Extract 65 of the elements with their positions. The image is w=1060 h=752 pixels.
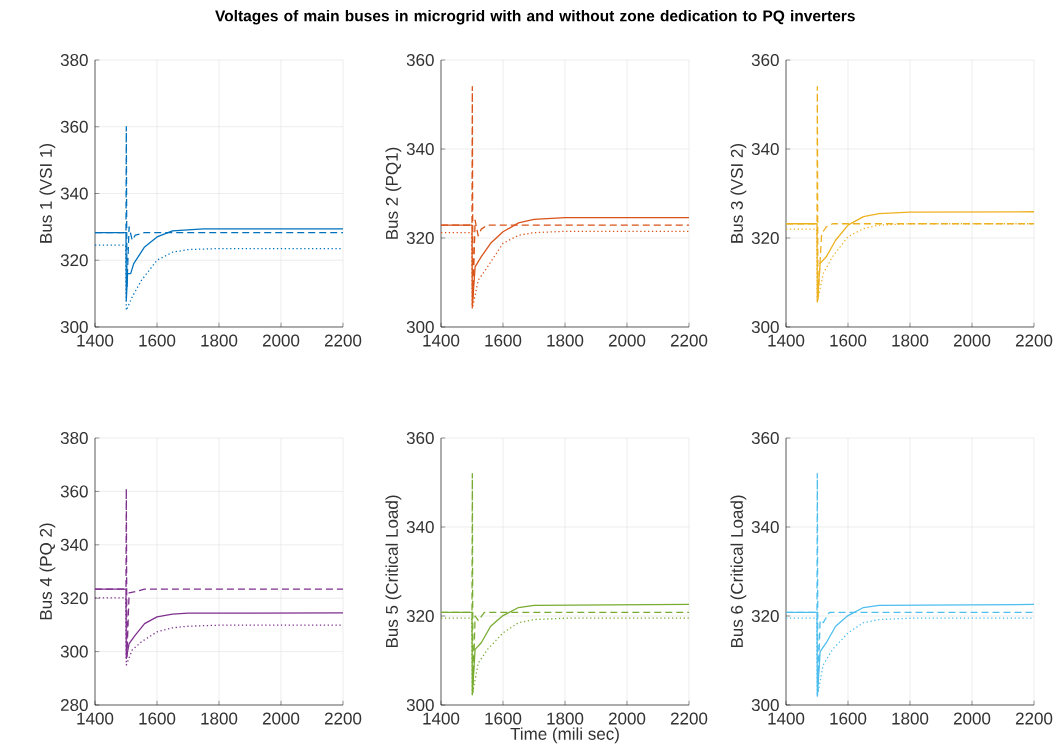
x-tick-label: 2000 <box>608 334 646 347</box>
x-tick-label: 2200 <box>1015 334 1053 347</box>
x-axis-title: Time (mili sec) <box>510 727 619 744</box>
y-tick-label: 360 <box>751 53 779 67</box>
x-tick-label: 1600 <box>485 712 522 725</box>
x-tick-label: 2000 <box>608 712 646 725</box>
x-tick-label: 1400 <box>423 712 460 725</box>
x-tick-label: 2000 <box>953 334 991 347</box>
x-tick-label: 1400 <box>768 712 805 725</box>
chart-title: Voltages of main buses in microgrid with and without zone dedication to PQ inverters <box>215 9 855 25</box>
y-tick-label: 280 <box>60 698 88 712</box>
y-axis-title: Bus 6 (Critical Load) <box>730 495 747 648</box>
y-tick-label: 300 <box>406 698 434 712</box>
y-tick-label: 300 <box>406 320 434 334</box>
y-axis-title: Bus 5 (Critical Load) <box>385 495 402 648</box>
x-tick-label: 2000 <box>953 712 991 725</box>
y-tick-label: 340 <box>60 187 88 200</box>
y-tick-label: 340 <box>751 142 779 156</box>
x-tick-label: 2200 <box>1015 712 1053 725</box>
x-tick-label: 1800 <box>547 334 584 347</box>
y-axis-title: Bus 1 (VSI 1) <box>39 144 56 243</box>
x-tick-label: 1400 <box>423 334 460 347</box>
y-tick-label: 320 <box>406 609 434 623</box>
y-axis-title: Bus 2 (PQ1) <box>385 147 402 239</box>
y-tick-label: 340 <box>60 538 88 551</box>
y-tick-label: 360 <box>751 431 779 445</box>
y-tick-label: 340 <box>406 142 434 156</box>
y-tick-label: 320 <box>60 592 88 605</box>
x-tick-label: 1600 <box>830 334 867 347</box>
y-tick-label: 300 <box>751 698 779 712</box>
x-tick-label: 1800 <box>201 712 238 725</box>
x-tick-label: 1800 <box>892 712 929 725</box>
x-tick-label: 1600 <box>830 712 867 725</box>
y-tick-label: 320 <box>406 231 434 245</box>
y-tick-label: 360 <box>60 120 88 133</box>
x-tick-label: 1400 <box>77 712 114 725</box>
y-tick-label: 340 <box>406 520 434 534</box>
x-tick-label: 1600 <box>139 712 176 725</box>
y-tick-label: 360 <box>406 53 434 67</box>
x-tick-label: 1400 <box>768 334 805 347</box>
x-tick-label: 2000 <box>262 712 300 725</box>
x-tick-label: 2200 <box>324 334 362 347</box>
y-tick-label: 360 <box>60 485 88 498</box>
y-tick-label: 320 <box>751 231 779 245</box>
x-tick-label: 1800 <box>201 334 238 347</box>
y-tick-label: 300 <box>60 645 88 658</box>
x-tick-label: 1800 <box>547 712 584 725</box>
x-tick-label: 1400 <box>77 334 114 347</box>
x-tick-label: 1600 <box>485 334 522 347</box>
x-tick-label: 1800 <box>892 334 929 347</box>
x-tick-label: 2000 <box>262 334 300 347</box>
x-tick-label: 2200 <box>670 712 708 725</box>
y-tick-label: 300 <box>60 320 88 334</box>
y-tick-label: 300 <box>751 320 779 334</box>
y-tick-label: 380 <box>60 431 88 445</box>
y-axis-title: Bus 3 (VSI 2) <box>730 144 747 243</box>
y-tick-label: 380 <box>60 53 88 67</box>
y-tick-label: 320 <box>60 254 88 267</box>
y-axis-title: Bus 4 (PQ 2) <box>39 523 56 620</box>
x-tick-label: 2200 <box>670 334 708 347</box>
x-tick-label: 2200 <box>324 712 362 725</box>
x-tick-label: 1600 <box>139 334 176 347</box>
y-tick-label: 340 <box>751 520 779 534</box>
y-tick-label: 320 <box>751 609 779 623</box>
y-tick-label: 360 <box>406 431 434 445</box>
